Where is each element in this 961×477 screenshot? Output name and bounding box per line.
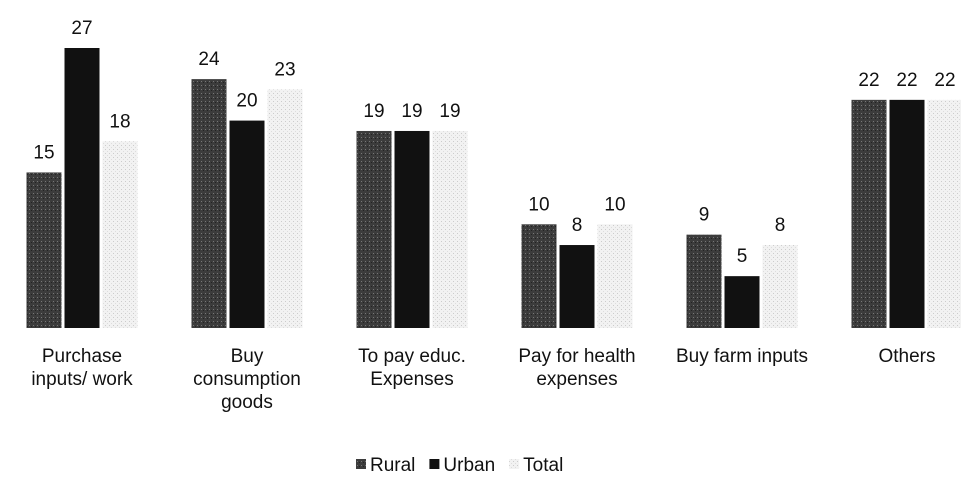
legend-swatch (429, 459, 440, 469)
value-label: 9 (699, 205, 710, 226)
x-tick-label: Buy consumption goods (193, 346, 301, 413)
bar (267, 89, 303, 329)
x-tick-label: Pay for health expenses (518, 346, 636, 390)
value-label: 15 (33, 142, 54, 163)
bar (889, 99, 925, 328)
legend-swatch (356, 459, 366, 469)
value-label: 19 (401, 101, 422, 122)
bar (191, 79, 227, 328)
bar (559, 245, 595, 328)
value-label: 22 (858, 70, 879, 91)
value-label: 19 (439, 101, 460, 122)
value-label: 10 (604, 194, 625, 215)
value-label: 20 (236, 91, 257, 112)
bar (432, 130, 468, 328)
bar (597, 224, 633, 328)
x-tick-label: To pay educ. Expenses (358, 346, 466, 390)
value-label: 24 (198, 49, 220, 70)
value-label: 23 (274, 59, 295, 80)
value-label: 5 (737, 246, 748, 267)
x-tick-label: Purchase inputs/ work (31, 346, 133, 390)
bar (64, 48, 100, 328)
legend-label: Total (523, 455, 563, 476)
legend-label: Urban (443, 455, 495, 476)
bar (762, 245, 798, 328)
bar (102, 141, 138, 328)
bar (724, 276, 760, 328)
value-label: 22 (896, 70, 917, 91)
bar (851, 99, 887, 328)
bar (521, 224, 557, 328)
value-label: 22 (934, 70, 955, 91)
bar (394, 130, 430, 328)
bar (927, 99, 961, 328)
value-label: 8 (775, 215, 786, 236)
legend-swatch (509, 459, 520, 469)
x-tick-label: Buy farm inputs (676, 346, 808, 367)
value-label: 18 (109, 111, 130, 132)
value-label: 27 (71, 18, 92, 39)
value-label: 10 (528, 194, 549, 215)
x-tick-label: Others (878, 346, 936, 367)
bar (229, 120, 265, 328)
bar (26, 172, 62, 328)
bar (686, 234, 722, 328)
legend-label: Rural (370, 455, 415, 476)
value-label: 8 (572, 215, 583, 236)
value-label: 19 (363, 101, 384, 122)
bar (356, 130, 392, 328)
